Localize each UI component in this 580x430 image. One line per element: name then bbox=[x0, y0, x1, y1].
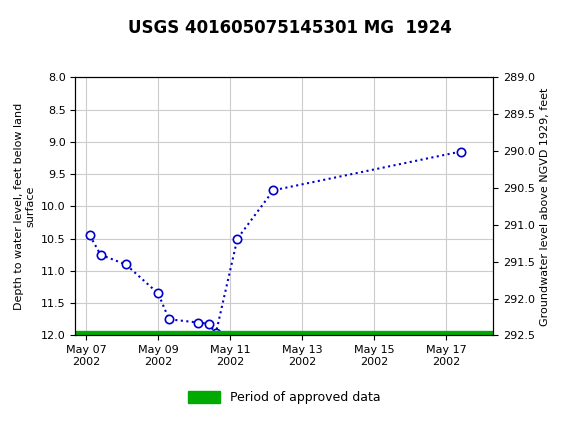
Text: ≡USGS: ≡USGS bbox=[17, 9, 76, 28]
Legend: Period of approved data: Period of approved data bbox=[183, 386, 385, 409]
Y-axis label: Groundwater level above NGVD 1929, feet: Groundwater level above NGVD 1929, feet bbox=[541, 87, 550, 326]
Text: USGS 401605075145301 MG  1924: USGS 401605075145301 MG 1924 bbox=[128, 19, 452, 37]
Y-axis label: Depth to water level, feet below land
surface: Depth to water level, feet below land su… bbox=[14, 103, 35, 310]
